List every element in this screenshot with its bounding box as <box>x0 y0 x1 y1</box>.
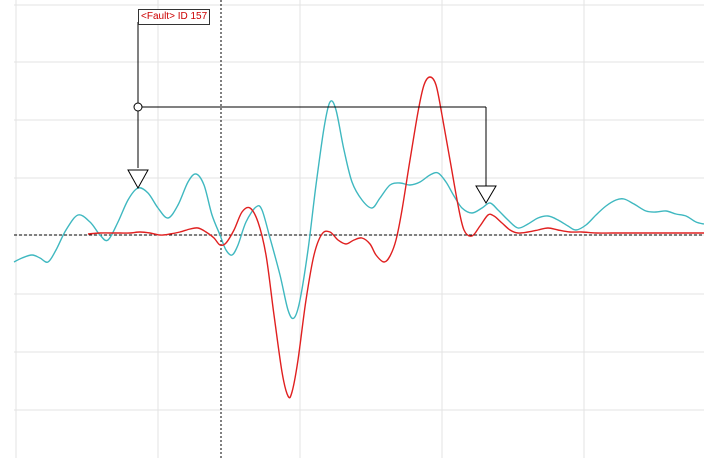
marker-arrow-left-icon[interactable] <box>127 169 149 190</box>
marker-arrow-right-icon[interactable] <box>475 185 497 204</box>
waveform-trace-red <box>87 76 704 399</box>
fault-marker-bracket[interactable] <box>127 22 497 204</box>
marker-handle-circle[interactable] <box>133 102 143 112</box>
fault-id-label[interactable]: <Fault> ID 157 <box>138 9 211 25</box>
waveform-trace-cyan <box>13 100 704 320</box>
grid <box>14 0 704 458</box>
